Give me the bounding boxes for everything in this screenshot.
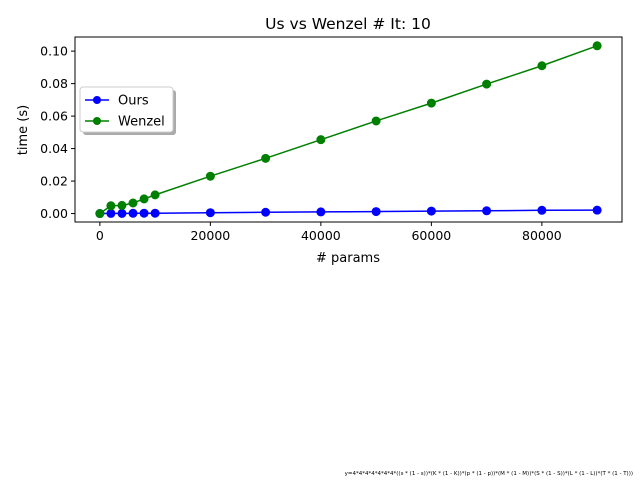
data-point [426,206,436,216]
y-tick-label: 0.06 [40,109,68,124]
y-tick-label: 0.04 [40,141,68,156]
legend-marker [93,117,101,125]
data-point [261,207,271,217]
x-tick-label: 40000 [301,228,341,243]
data-point [150,208,160,218]
data-point [117,208,127,218]
data-point [371,116,381,126]
data-point [106,208,116,218]
x-tick-label: 60000 [411,228,451,243]
data-point [261,153,271,163]
data-point [205,171,215,181]
series-layer [95,41,602,219]
legend-label: Ours [118,94,149,109]
x-tick-label: 80000 [522,228,562,243]
data-point [482,206,492,216]
data-point [150,190,160,200]
y-tick-label: 0.02 [40,174,68,189]
chart-title: Us vs Wenzel # It: 10 [265,15,431,33]
data-point [537,61,547,71]
data-point [117,200,127,210]
y-axis-label: time (s) [16,105,31,155]
legend-item-wenzel: Wenzel [85,115,165,130]
data-point [482,79,492,89]
y-tick-label: 0.10 [40,44,68,59]
x-axis: 0 20000 40000 60000 80000 [96,222,562,243]
legend: Ours Wenzel [79,86,176,135]
legend-item-ours: Ours [85,94,149,109]
data-point [95,209,105,219]
data-point [106,201,116,211]
data-point [316,207,326,217]
legend-marker [93,96,101,104]
legend-label: Wenzel [118,115,165,130]
series-ours [95,205,602,219]
data-point [371,207,381,217]
y-axis: 0.00 0.02 0.04 0.06 0.08 0.10 [40,44,75,221]
data-point [592,205,602,215]
data-point [139,194,149,204]
series-wenzel [95,41,602,219]
data-point [316,135,326,145]
x-tick-label: 20000 [190,228,230,243]
y-tick-label: 0.00 [40,206,68,221]
series-line [99,209,598,215]
data-point [426,98,436,108]
data-point [205,208,215,218]
plot-area [74,36,623,223]
footnote: y=4*4*4*4*4*4*4*((s * (1 - s))*(K * (1 -… [345,471,633,477]
y-tick-label: 0.08 [40,76,68,91]
data-point [128,208,138,218]
x-axis-label: # params [316,251,380,266]
data-point [128,198,138,208]
data-point [592,41,602,51]
x-tick-label: 0 [96,228,104,243]
data-point [139,208,149,218]
data-point [537,205,547,215]
